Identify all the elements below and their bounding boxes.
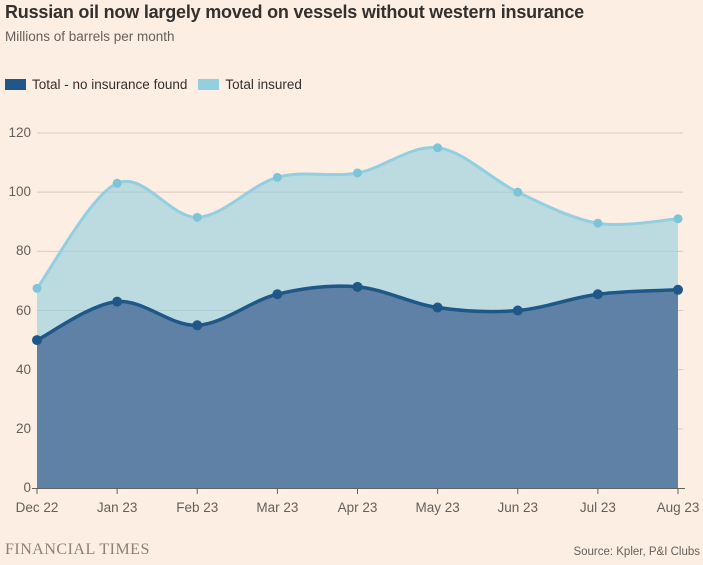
- point-total-insured: [673, 214, 683, 224]
- point-no-insurance: [352, 281, 363, 292]
- y-tick-label: 0: [23, 480, 31, 496]
- legend-swatch-no-insurance: [5, 79, 26, 90]
- point-no-insurance: [592, 289, 603, 300]
- point-total-insured: [433, 143, 443, 153]
- point-total-insured: [353, 168, 362, 178]
- y-tick-label: 120: [8, 125, 31, 141]
- x-tick-label: Aug 23: [656, 500, 700, 515]
- point-no-insurance: [512, 305, 523, 316]
- x-tick-label: May 23: [415, 500, 460, 515]
- point-total-insured: [192, 212, 202, 222]
- chart-title: Russian oil now largely moved on vessels…: [5, 2, 584, 22]
- point-no-insurance: [32, 335, 42, 346]
- legend-swatch-insured: [198, 79, 220, 90]
- legend-item-no-insurance: Total - no insurance found: [5, 77, 187, 92]
- point-total-insured: [272, 172, 282, 182]
- point-no-insurance: [192, 320, 203, 331]
- point-total-insured: [593, 218, 603, 228]
- y-tick-label: 40: [15, 361, 31, 377]
- point-no-insurance: [112, 296, 123, 307]
- y-tick-label: 100: [8, 184, 31, 200]
- x-tick-label: Jul 23: [579, 500, 616, 515]
- x-tick-label: Dec 22: [15, 500, 59, 515]
- y-tick-label: 20: [15, 421, 31, 437]
- point-no-insurance: [673, 284, 683, 295]
- y-tick-label: 60: [15, 302, 31, 318]
- x-tick-label: Jun 23: [497, 500, 539, 515]
- legend-item-insured: Total insured: [198, 77, 302, 92]
- x-tick-label: Mar 23: [256, 500, 299, 515]
- legend-label-no-insurance: Total - no insurance found: [32, 77, 188, 92]
- x-tick-label: Apr 23: [337, 500, 378, 515]
- point-total-insured: [32, 283, 42, 293]
- chart-legend: Total - no insurance found Total insured: [5, 77, 302, 92]
- point-total-insured: [513, 187, 523, 197]
- legend-label-insured: Total insured: [225, 77, 302, 92]
- x-tick-label: Feb 23: [176, 500, 219, 515]
- point-total-insured: [112, 178, 122, 188]
- point-no-insurance: [432, 302, 443, 313]
- point-no-insurance: [272, 289, 283, 300]
- source-note: Source: Kpler, P&I Clubs: [573, 546, 700, 558]
- x-tick-label: Jan 23: [96, 500, 138, 515]
- y-tick-label: 80: [15, 243, 31, 259]
- area-no-insurance: [37, 286, 678, 488]
- chart-subtitle: Millions of barrels per month: [5, 29, 175, 44]
- financial-times-wordmark: FINANCIAL TIMES: [5, 541, 150, 558]
